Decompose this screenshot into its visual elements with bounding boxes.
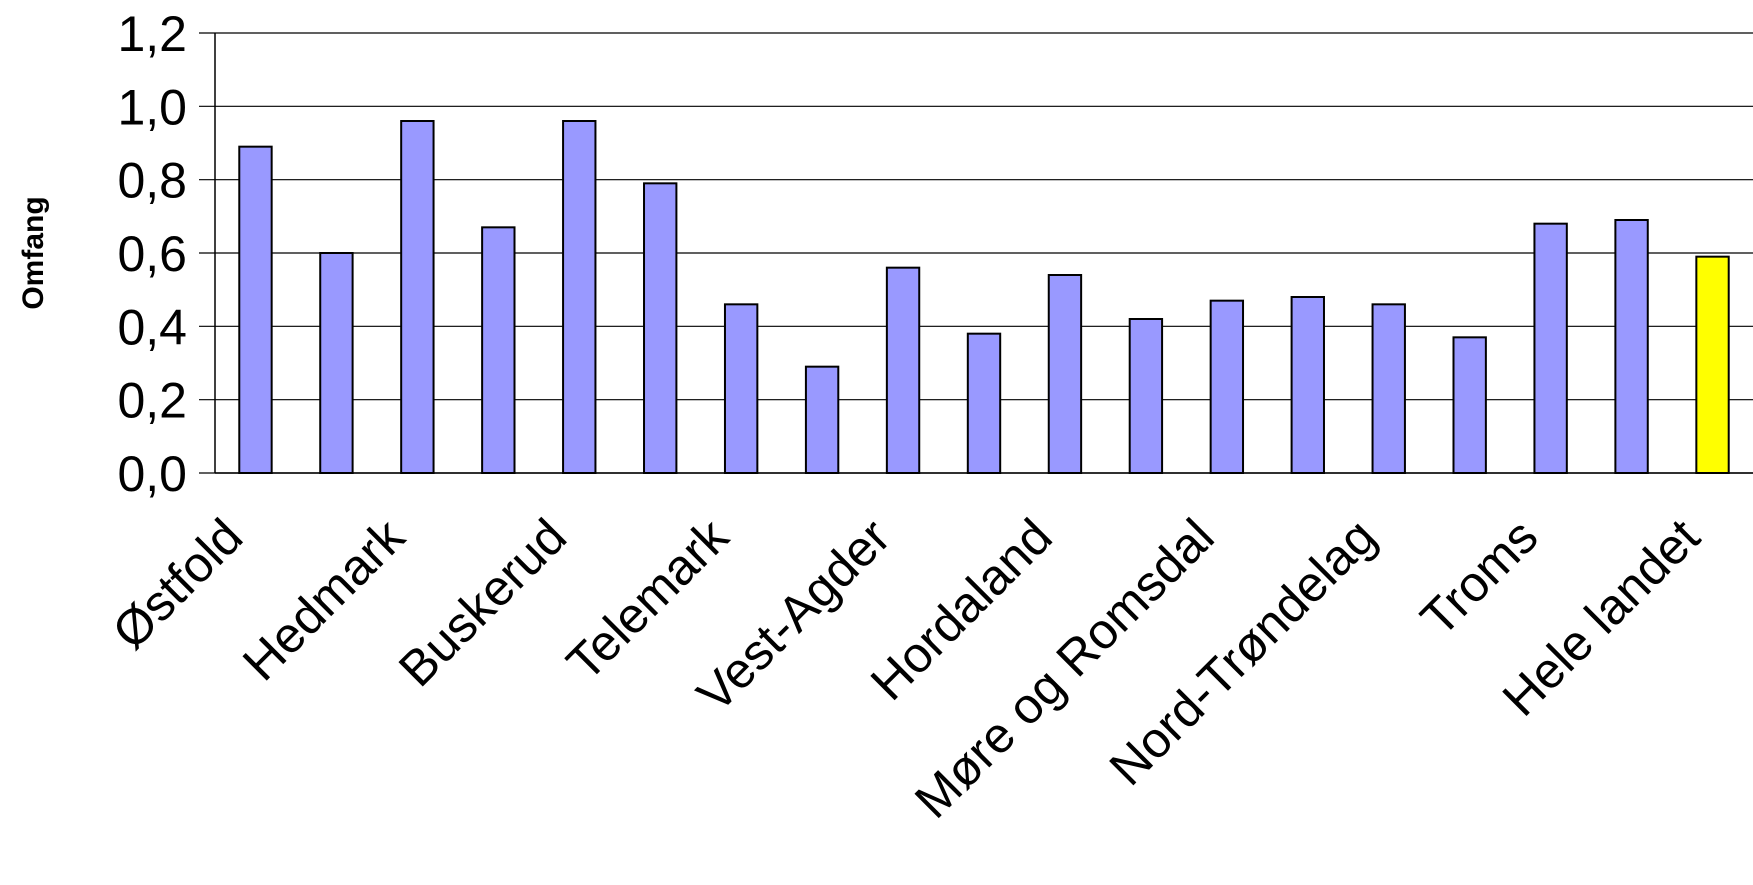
axes (214, 33, 1753, 474)
y-tick-label: 0,6 (117, 226, 187, 282)
y-axis-title: Omfang (17, 196, 50, 309)
bar (1614, 219, 1649, 474)
bar (481, 226, 516, 474)
bar (1371, 303, 1406, 475)
bar (885, 266, 921, 474)
bar (1452, 336, 1487, 475)
y-tick-labels: 0,0 0,2 0,4 0,6 0,8 1,0 1,2 (117, 6, 187, 502)
bar (643, 182, 678, 474)
x-category-label: Buskerud (388, 508, 577, 697)
bars (238, 120, 1730, 475)
grid-lines (199, 32, 1753, 474)
y-tick-label: 1,0 (117, 79, 187, 135)
x-category-label: Hedmark (232, 507, 416, 691)
bar (1047, 274, 1083, 474)
y-tick-label: 0,0 (117, 446, 187, 502)
bar (1128, 318, 1164, 474)
bar (1695, 255, 1730, 474)
y-tick-label: 0,8 (117, 153, 187, 209)
y-tick-label: 0,2 (117, 373, 187, 429)
x-category-label: Møre og Romsdal (904, 508, 1225, 829)
y-tick-label: 0,4 (117, 299, 187, 355)
bar (1209, 299, 1245, 474)
bar (319, 252, 354, 474)
bar (966, 332, 1002, 474)
bar (723, 303, 759, 475)
bar (1290, 296, 1325, 474)
x-category-labels: ØstfoldHedmarkBuskerudTelemarkVest-Agder… (102, 507, 1711, 828)
bar (238, 145, 273, 475)
bar (562, 120, 597, 474)
bar (1533, 222, 1568, 474)
x-category-label: Troms (1410, 508, 1548, 646)
bar (400, 120, 435, 474)
x-category-label: Østfold (102, 508, 254, 660)
bar (804, 365, 840, 474)
y-tick-label: 1,2 (117, 6, 187, 62)
